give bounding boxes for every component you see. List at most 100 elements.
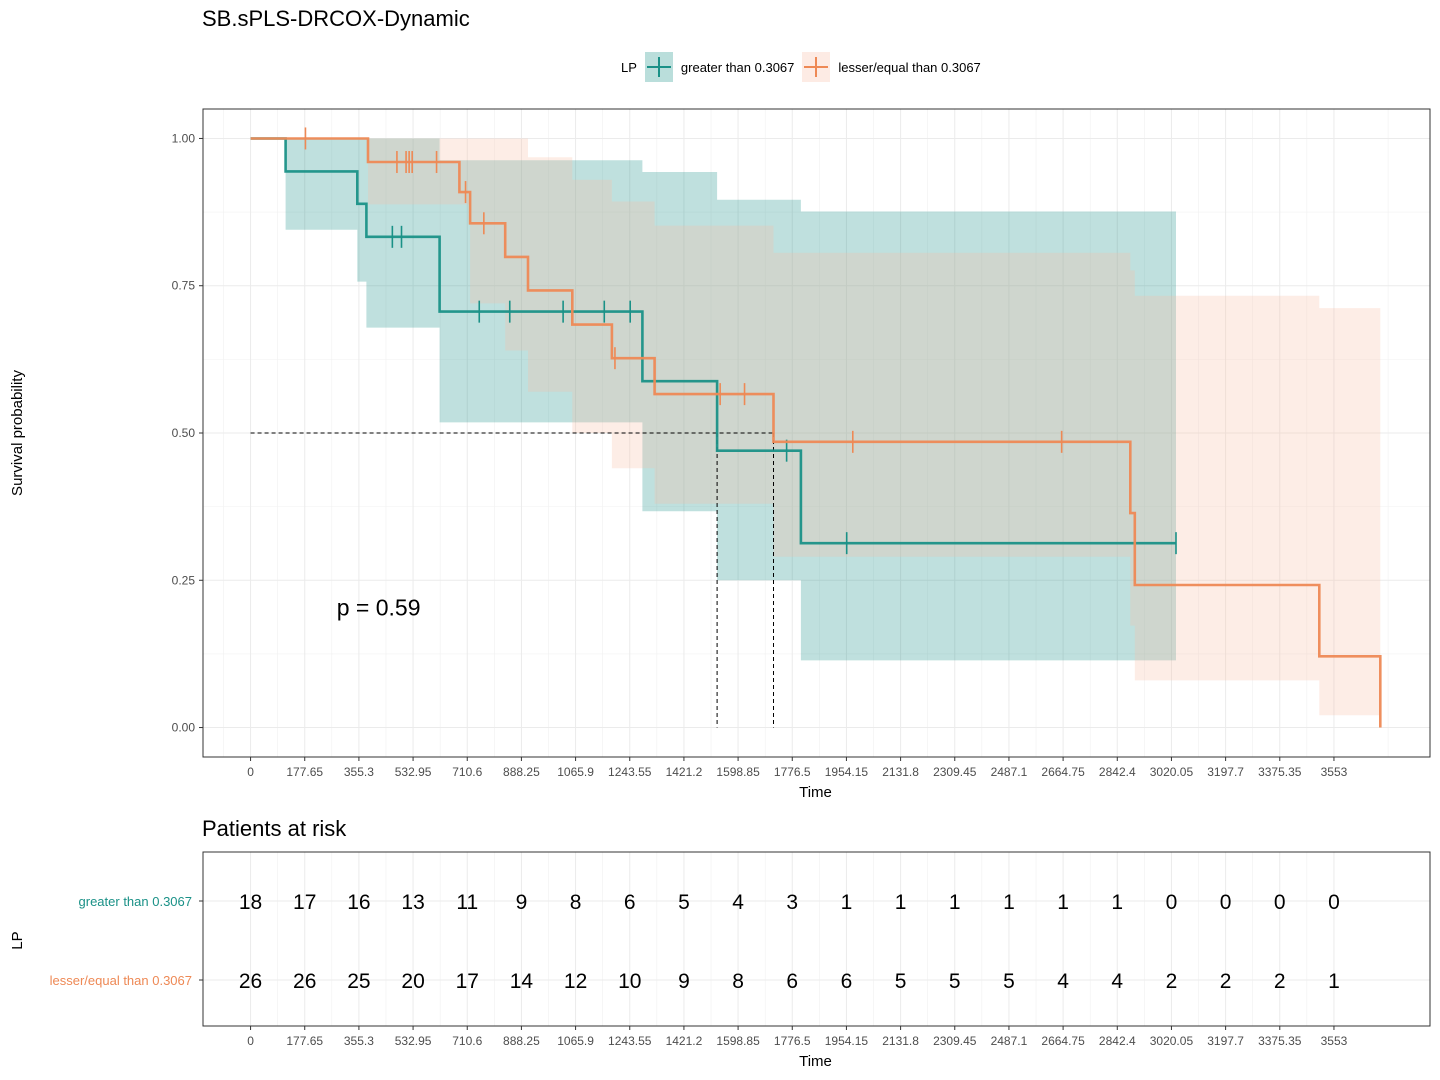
x-axis-label: Time [799,784,832,801]
risk-x-tick-label: 2131.8 [882,1034,919,1048]
risk-count: 26 [293,970,316,993]
risk-count: 9 [678,970,690,993]
risk-x-tick-label: 0 [247,1034,254,1048]
risk-x-tick-label: 177.65 [286,1034,323,1048]
risk-x-tick-label: 1776.5 [774,1034,811,1048]
risk-x-tick-label: 3553 [1321,1034,1348,1048]
x-tick-label: 1776.5 [774,765,811,779]
x-tick-label: 3197.7 [1207,765,1244,779]
x-tick-label: 3375.35 [1258,765,1302,779]
x-tick-label: 3553 [1321,765,1348,779]
risk-count: 4 [1111,970,1123,993]
legend: LP greater than 0.3067 lesser/equal than… [621,52,989,82]
risk-count: 8 [732,970,744,993]
risk-count: 1 [841,891,853,914]
x-tick-label: 2842.4 [1099,765,1136,779]
risk-count: 11 [456,891,478,914]
risk-count: 0 [1328,891,1340,914]
risk-count: 2 [1274,970,1286,993]
risk-x-tick-label: 2664.75 [1041,1034,1085,1048]
risk-count: 3 [786,891,798,914]
x-tick-label: 1421.2 [666,765,703,779]
y-tick-label: 0.00 [172,721,196,735]
legend-item-greater: greater than 0.3067 [644,52,795,82]
risk-count: 17 [293,891,316,914]
risk-count: 1 [1057,891,1069,914]
risk-count: 1 [895,891,907,914]
x-tick-label: 710.6 [452,765,482,779]
risk-count: 18 [239,891,262,914]
x-tick-label: 2487.1 [991,765,1028,779]
x-tick-label: 1065.9 [557,765,594,779]
x-tick-label: 0 [247,765,254,779]
y-tick-label: 0.75 [172,279,196,293]
risk-x-tick-label: 3375.35 [1258,1034,1302,1048]
risk-count: 16 [347,891,370,914]
legend-item-lesser: lesser/equal than 0.3067 [802,52,981,82]
survival-curve-lesser [250,137,1382,728]
x-tick-label: 532.95 [395,765,432,779]
risk-y-axis-label: LP [9,931,26,949]
risk-x-tick-label: 3020.05 [1150,1034,1194,1048]
risk-x-tick-label: 3197.7 [1207,1034,1244,1048]
risk-count: 5 [949,970,961,993]
risk-count: 10 [618,970,641,993]
chart-title: SB.sPLS-DRCOX-Dynamic [202,6,470,31]
confidence-band-greater [250,138,1177,661]
risk-count: 14 [510,970,534,993]
p-value-annotation: p = 0.59 [337,595,421,621]
risk-count: 1 [1003,891,1015,914]
risk-count: 6 [786,970,798,993]
risk-x-tick-label: 2309.45 [933,1034,977,1048]
risk-border [202,851,1431,1027]
legend-key-lesser [802,52,831,82]
risk-count: 2 [1220,970,1232,993]
risk-count: 5 [1003,970,1015,993]
legend-label-lesser: lesser/equal than 0.3067 [838,59,981,75]
risk-count: 1 [1111,891,1123,914]
risk-x-tick-label: 2842.4 [1099,1034,1136,1048]
x-tick-label: 177.65 [286,765,323,779]
x-tick-label: 1598.85 [716,765,760,779]
risk-count: 20 [401,970,424,993]
risk-table-title: Patients at risk [202,816,347,841]
x-tick-label: 355.3 [344,765,374,779]
legend-title: LP [621,59,637,75]
x-tick-label: 2664.75 [1041,765,1085,779]
risk-x-axis-label: Time [799,1053,832,1070]
risk-count: 17 [456,970,479,993]
survival-curve-greater [250,137,1176,545]
risk-count: 6 [841,970,853,993]
risk-x-tick-label: 355.3 [344,1034,374,1048]
risk-count: 26 [239,970,262,993]
x-tick-label: 888.25 [503,765,540,779]
risk-count: 0 [1274,891,1286,914]
y-tick-label: 1.00 [172,131,196,145]
risk-count: 9 [516,891,528,914]
risk-x-tick-label: 888.25 [503,1034,540,1048]
legend-label-greater: greater than 0.3067 [680,59,795,75]
risk-count: 0 [1220,891,1232,914]
risk-count: 1 [1328,970,1340,993]
risk-count: 5 [895,970,907,993]
risk-x-tick-label: 532.95 [395,1034,432,1048]
x-tick-label: 2309.45 [933,765,977,779]
risk-x-tick-label: 1065.9 [557,1034,594,1048]
y-tick-label: 0.25 [172,573,196,587]
x-tick-label: 1243.55 [608,765,652,779]
risk-x-tick-label: 1598.85 [716,1034,760,1048]
risk-x-tick-label: 2487.1 [991,1034,1028,1048]
km-plot: p = 0.59 0 177.65 355.3 532.95 710.6 888.25 106… [9,108,1431,801]
risk-count: 25 [347,970,370,993]
risk-x-tick-label: 1243.55 [608,1034,652,1048]
risk-count: 4 [732,891,744,914]
x-tick-label: 2131.8 [882,765,919,779]
risk-count: 2 [1166,970,1178,993]
risk-x-tick-label: 1954.15 [825,1034,869,1048]
risk-count: 0 [1166,891,1178,914]
risk-count: 12 [564,970,587,993]
risk-count: 4 [1057,970,1069,993]
y-tick-label: 0.50 [172,426,196,440]
x-tick-label: 1954.15 [825,765,869,779]
